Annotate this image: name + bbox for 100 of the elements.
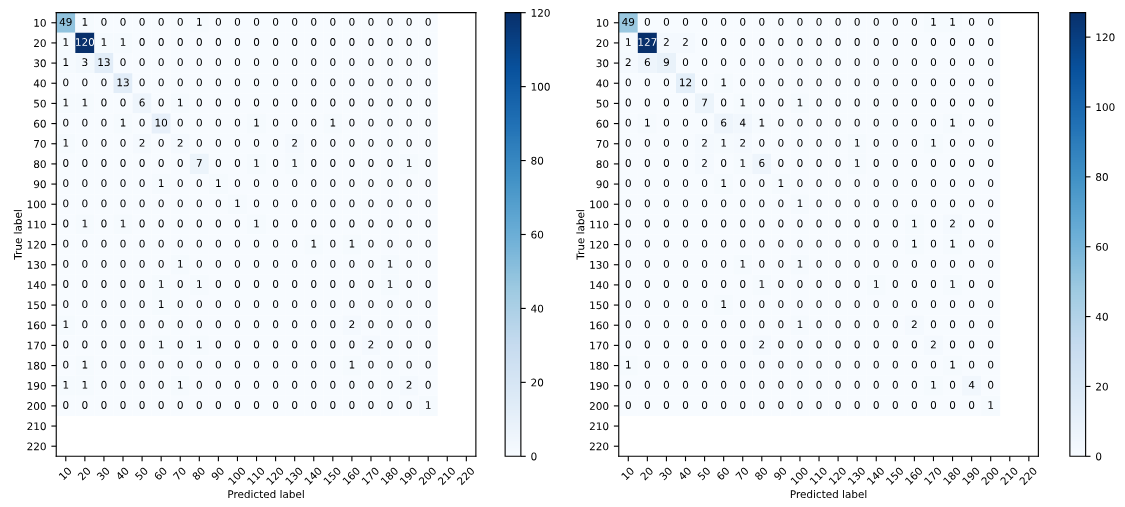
- data-label: 0: [911, 159, 918, 167]
- data-label: 1: [197, 18, 202, 26]
- data-label: 1: [759, 280, 765, 288]
- data-label: 0: [911, 259, 918, 268]
- data-label: 0: [196, 300, 202, 309]
- data-label: 13: [98, 58, 110, 67]
- color-bar-label: 120: [531, 8, 550, 17]
- data-label: 0: [721, 239, 727, 248]
- data-label: 0: [253, 380, 260, 389]
- data-label: 0: [177, 300, 183, 309]
- data-label: 0: [215, 360, 221, 369]
- data-label: 0: [949, 320, 956, 329]
- color-bar-label: 0: [531, 452, 537, 461]
- data-label: 0: [425, 118, 431, 127]
- data-label: 0: [816, 199, 822, 208]
- data-label: 1: [330, 118, 336, 127]
- data-label: 0: [425, 199, 431, 208]
- data-label: 0: [644, 300, 650, 309]
- data-label: 0: [63, 118, 69, 127]
- data-label: 0: [816, 340, 822, 349]
- data-label: 0: [968, 159, 975, 167]
- data-label: 0: [253, 38, 260, 46]
- data-label: 0: [740, 58, 746, 67]
- data-label: 0: [663, 320, 670, 329]
- data-label: 0: [196, 98, 202, 107]
- data-label: 0: [930, 280, 937, 288]
- data-label: 0: [139, 179, 145, 188]
- data-label: 0: [120, 300, 126, 309]
- data-label: 0: [349, 280, 355, 288]
- data-label: 0: [330, 401, 336, 409]
- data-label: 0: [892, 280, 898, 288]
- data-label: 0: [701, 118, 708, 127]
- y-tick-label: 160: [27, 321, 46, 330]
- data-label: 0: [406, 138, 412, 147]
- data-label: 0: [139, 280, 145, 288]
- data-label: 0: [330, 300, 336, 309]
- data-label: 0: [682, 300, 689, 309]
- data-label: 0: [682, 360, 689, 369]
- data-label: 0: [797, 58, 803, 67]
- data-label: 0: [330, 219, 336, 228]
- data-label: 0: [368, 300, 374, 309]
- data-label: 0: [988, 179, 994, 188]
- data-label: 0: [292, 300, 298, 309]
- color-bar-label: 120: [1096, 33, 1115, 42]
- data-label: 0: [101, 78, 107, 87]
- data-label: 0: [663, 259, 670, 268]
- data-label: 0: [292, 78, 298, 87]
- data-label: 0: [778, 401, 784, 409]
- data-label: 0: [930, 219, 937, 228]
- data-label: 0: [311, 118, 317, 127]
- data-label: 0: [854, 300, 860, 309]
- x-tick-label: 20: [77, 466, 92, 481]
- data-label: 0: [368, 78, 374, 87]
- y-tick-label: 220: [589, 442, 609, 451]
- y-tick-label: 70: [596, 139, 609, 148]
- data-label: 0: [425, 259, 431, 268]
- data-label: 0: [253, 360, 260, 369]
- data-label: 2: [949, 219, 955, 228]
- data-label: 0: [988, 199, 994, 208]
- x-tick-label: 20: [639, 466, 654, 481]
- data-label: 0: [292, 199, 298, 208]
- data-label: 0: [968, 219, 975, 228]
- data-label: 0: [120, 179, 126, 188]
- data-label: 1: [254, 159, 259, 167]
- data-label: 0: [196, 380, 202, 389]
- data-label: 0: [797, 401, 803, 409]
- data-label: 0: [759, 199, 765, 208]
- data-label: 0: [139, 239, 145, 248]
- data-label: 0: [101, 179, 107, 188]
- data-label: 0: [911, 360, 918, 369]
- data-label: 0: [292, 179, 298, 188]
- data-label: 0: [368, 401, 374, 409]
- data-label: 1: [120, 118, 126, 127]
- data-label: 0: [682, 259, 689, 268]
- data-label: 0: [873, 401, 879, 409]
- data-label: 1: [178, 381, 183, 389]
- data-label: 0: [968, 259, 975, 268]
- data-label: 0: [721, 17, 727, 26]
- data-label: 0: [101, 219, 107, 228]
- x-tick-label: 30: [96, 466, 111, 481]
- data-label: 1: [874, 280, 879, 288]
- data-label: 0: [835, 259, 841, 268]
- data-label: 0: [778, 239, 784, 248]
- data-label: 0: [911, 78, 918, 87]
- data-label: 0: [272, 401, 279, 409]
- data-label: 0: [778, 38, 784, 46]
- data-label: 0: [873, 17, 879, 26]
- data-label: 1: [235, 199, 240, 208]
- data-label: 0: [873, 199, 879, 208]
- data-label: 0: [873, 179, 879, 188]
- data-label: 0: [701, 340, 708, 349]
- data-label: 0: [349, 118, 355, 127]
- data-label: 0: [835, 380, 841, 389]
- data-label: 1: [120, 38, 126, 46]
- y-tick-label: 100: [27, 200, 46, 209]
- data-label: 0: [778, 58, 784, 67]
- data-label: 0: [797, 138, 803, 147]
- data-label: 0: [797, 300, 803, 309]
- y-tick-label: 60: [596, 119, 609, 128]
- y-tick-label: 210: [27, 422, 46, 431]
